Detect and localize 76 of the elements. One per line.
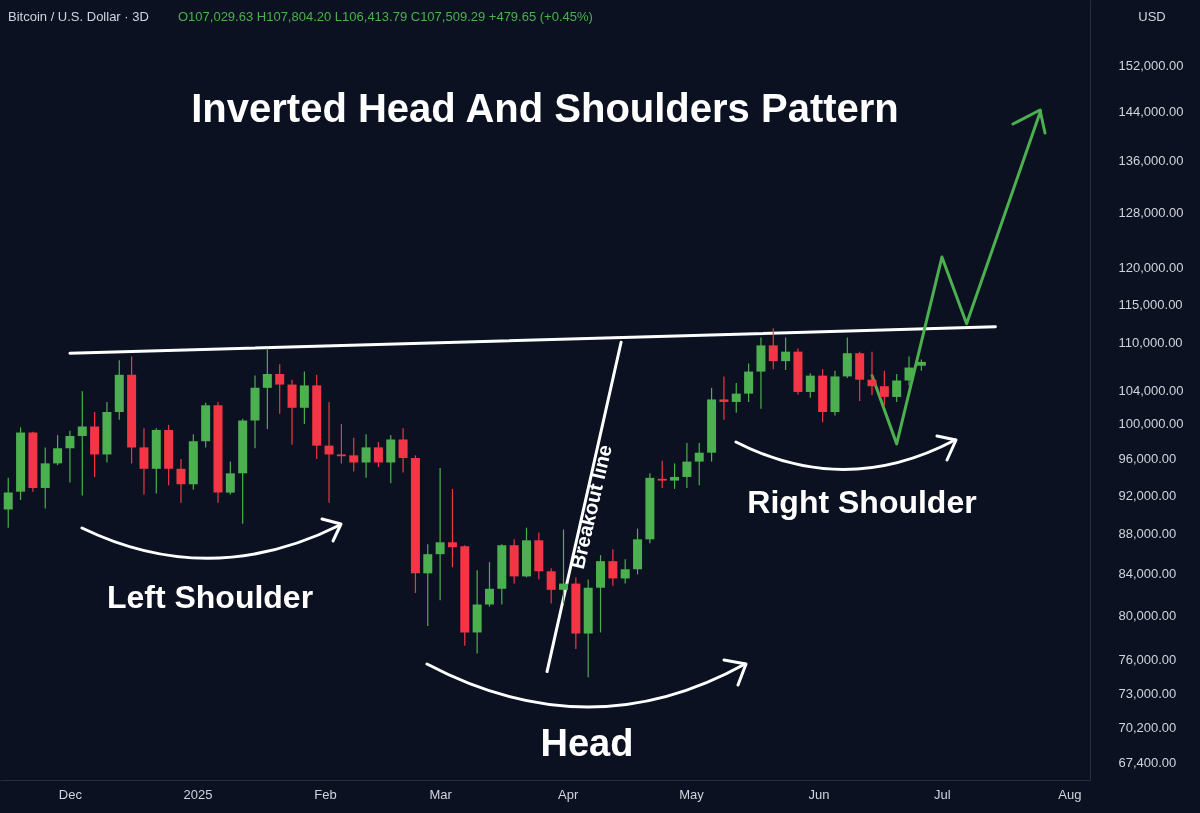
candlestick (361, 433, 371, 479)
candlestick (386, 434, 396, 484)
y-tick-label: 92,000.00 (1118, 487, 1177, 503)
y-tick-label: 100,000.00 (1118, 416, 1184, 432)
y-tick-label: 84,000.00 (1118, 565, 1177, 581)
candlestick (324, 401, 334, 504)
y-tick-label: 104,000.00 (1118, 382, 1184, 398)
candlestick (65, 430, 75, 484)
candlestick (373, 441, 383, 468)
candlestick (620, 558, 630, 585)
candlestick (262, 347, 272, 430)
annotation: Left Shoulder (106, 579, 314, 615)
candlestick (731, 382, 741, 414)
y-tick-label: 70,200.00 (1118, 719, 1177, 735)
text: Bitcoin / U.S. Dollar · 3D (8, 9, 149, 24)
candlestick (435, 467, 445, 601)
candlestick (719, 375, 729, 421)
x-tick-label: Dec (58, 786, 83, 802)
y-tick-label: 115,000.00 (1118, 296, 1183, 312)
candlestick (879, 370, 889, 406)
candlestick (694, 442, 704, 486)
y-tick-label: 144,000.00 (1118, 103, 1184, 119)
y-tick-label: 80,000.00 (1118, 607, 1177, 623)
y-tick-label: 110,000.00 (1118, 334, 1183, 350)
candlestick (682, 442, 692, 489)
candlestick (904, 355, 914, 386)
y-tick-label: 76,000.00 (1118, 651, 1177, 667)
candlestick (892, 373, 902, 403)
y-tick-label: 88,000.00 (1118, 525, 1177, 541)
candlestick (559, 528, 569, 605)
candlestick (299, 370, 309, 425)
y-tick-label: 136,000.00 (1118, 152, 1184, 168)
candlestick (484, 561, 494, 608)
candlestick (398, 427, 408, 473)
candlestick (744, 362, 754, 403)
candlestick (139, 427, 149, 496)
candlestick (176, 458, 186, 504)
annotation: Breakout line (566, 442, 616, 571)
text: USD (1138, 9, 1166, 24)
y-tick-label: 73,000.00 (1118, 686, 1177, 702)
candlestick (867, 351, 877, 396)
annotation: Head (540, 722, 634, 764)
candlestick (423, 543, 433, 627)
x-tick-label: Apr (558, 786, 579, 802)
candlestick (768, 327, 778, 370)
candlestick (657, 460, 667, 489)
candlestick (546, 567, 556, 605)
y-tick-label: 128,000.00 (1118, 204, 1184, 220)
candlestick (447, 488, 457, 568)
x-tick-label: Mar (429, 786, 453, 802)
candlestick (349, 437, 359, 473)
y-tick-label: 152,000.00 (1118, 57, 1184, 73)
y-tick-label: 120,000.00 (1118, 260, 1184, 276)
x-tick-label: May (679, 786, 705, 802)
candlestick (781, 336, 791, 371)
text: Inverted Head And Shoulders Pattern (191, 86, 899, 130)
candlestick (287, 379, 297, 446)
x-tick-label: Jun (808, 786, 830, 802)
x-tick-label: Feb (314, 786, 337, 802)
candlestick (3, 477, 13, 529)
candlestick (670, 462, 680, 490)
candlestick (842, 336, 852, 379)
x-tick-label: Aug (1058, 786, 1082, 802)
candlestick (608, 548, 618, 587)
y-tick-label: 96,000.00 (1118, 451, 1177, 467)
annotation: O107,029.63 H107,804.20 L106,413.79 C107,509.29 +479.65 (+0.45%) (178, 9, 593, 24)
candlestick (77, 390, 87, 496)
annotation: Right Shoulder (747, 484, 977, 520)
y-tick-label: 67,400.00 (1118, 754, 1177, 770)
x-tick-label: Jul (934, 786, 951, 802)
candlestick (53, 434, 63, 466)
candlestick (225, 460, 235, 496)
candlestick (805, 372, 815, 399)
x-tick-label: 2025 (183, 786, 213, 802)
candlestick (336, 423, 346, 464)
candlestick (275, 363, 285, 415)
